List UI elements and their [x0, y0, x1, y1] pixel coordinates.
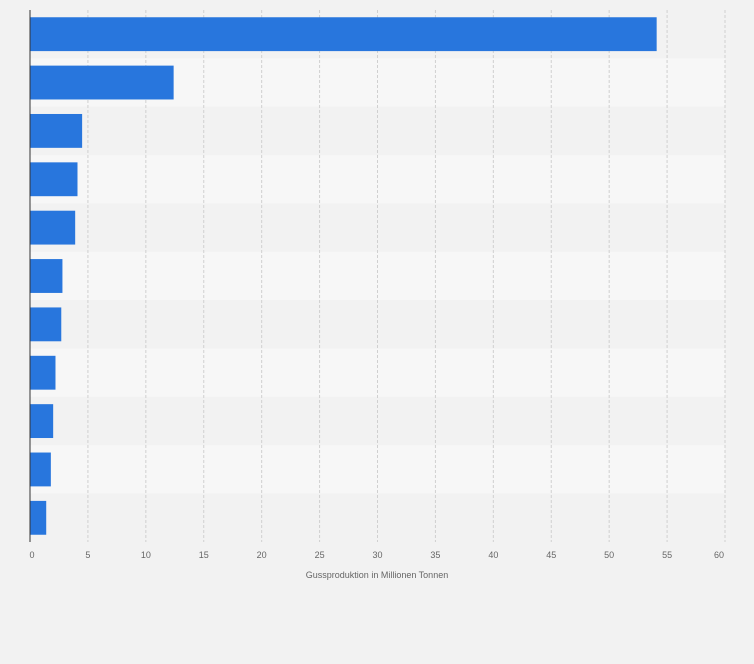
bar	[30, 162, 78, 197]
x-tick-label: 45	[546, 550, 556, 560]
x-tick-label: 15	[199, 550, 209, 560]
x-tick-label: 20	[257, 550, 267, 560]
x-tick-label: 55	[662, 550, 672, 560]
x-tick-label: 35	[430, 550, 440, 560]
x-tick-label: 5	[85, 550, 90, 560]
bar	[30, 17, 657, 52]
bar	[30, 355, 56, 390]
x-tick-label: 10	[141, 550, 151, 560]
bar	[30, 452, 51, 487]
x-tick-labels: 0 5 10 15 20 25 30 35 40 45 50 55 60	[29, 550, 724, 560]
bar	[30, 65, 174, 100]
x-tick-label: 0	[29, 550, 34, 560]
x-tick-label: 30	[372, 550, 382, 560]
bars	[30, 17, 657, 535]
bar	[30, 404, 54, 439]
bar	[30, 113, 83, 148]
bar	[30, 307, 62, 342]
bar	[30, 500, 47, 535]
x-tick-label: 40	[488, 550, 498, 560]
gridlines	[87, 10, 726, 542]
x-axis-label: Gussproduktion in Millionen Tonnen	[306, 570, 448, 580]
x-tick-label: 50	[604, 550, 614, 560]
x-tick-label: 25	[315, 550, 325, 560]
bar	[30, 259, 63, 293]
x-tick-label: 60	[714, 550, 724, 560]
bar	[30, 210, 76, 245]
